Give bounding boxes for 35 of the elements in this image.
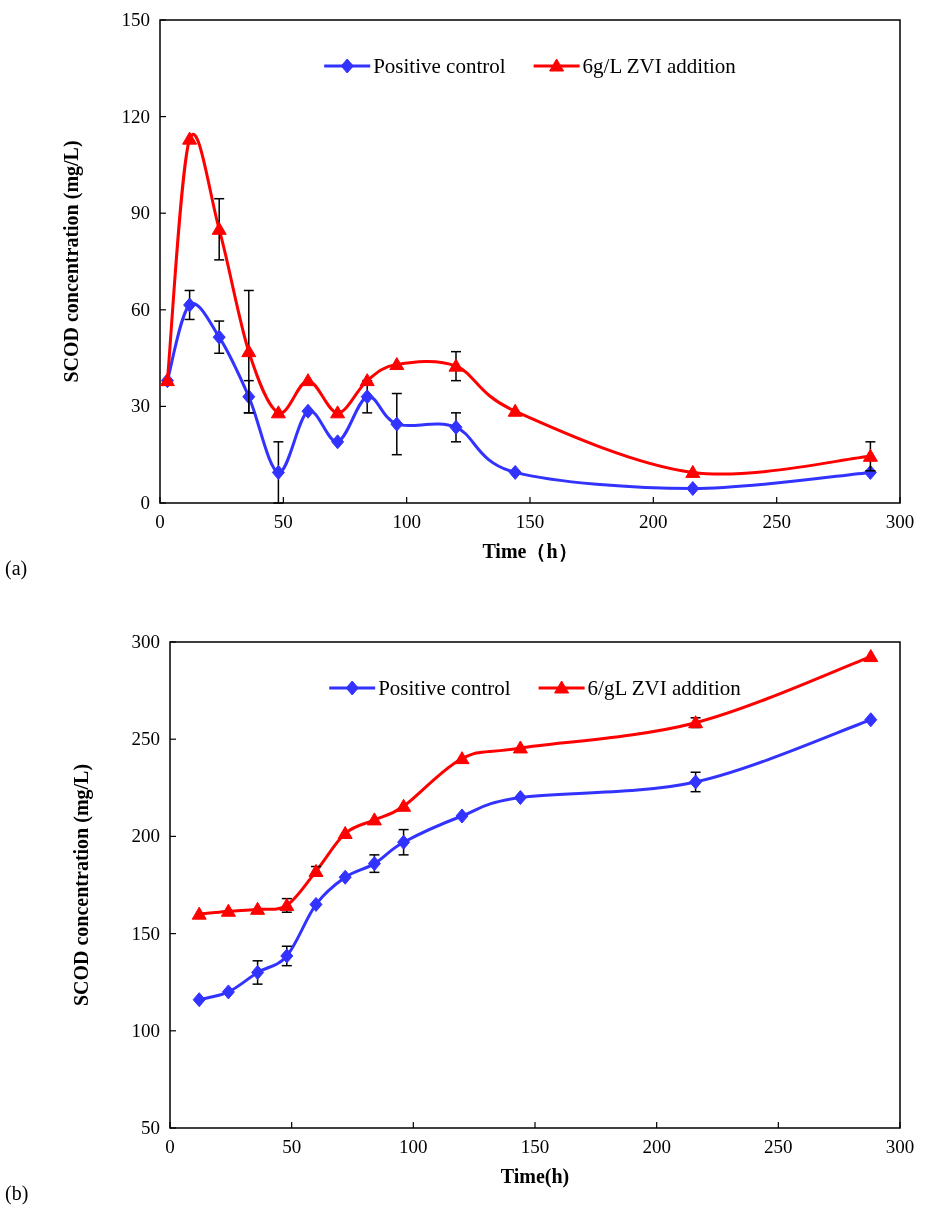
x-tick-label: 100 (392, 511, 421, 532)
x-tick-label: 50 (282, 1136, 302, 1157)
x-tick-label: 250 (764, 1136, 793, 1157)
x-tick-label: 250 (762, 511, 791, 532)
y-tick-label: 30 (131, 395, 150, 417)
y-axis-title: SCOD concentration (mg/L) (60, 140, 83, 383)
legend-label: Positive control (373, 54, 506, 78)
y-tick-label: 0 (140, 492, 150, 513)
x-tick-label: 0 (165, 1136, 175, 1157)
y-tick-label: 120 (121, 105, 150, 127)
y-tick-label: 90 (131, 202, 150, 224)
y-axis-title: SCOD concentration (mg/L) (70, 763, 93, 1007)
x-tick-label: 200 (639, 511, 668, 532)
x-tick-label: 200 (642, 1136, 671, 1157)
y-tick-label: 60 (131, 298, 150, 320)
x-tick-label: 150 (515, 511, 545, 532)
x-tick-label: 100 (399, 1136, 428, 1157)
x-axis-title: Time(h) (500, 1165, 570, 1188)
y-tick-label: 150 (121, 9, 150, 30)
y-tick-label: 50 (141, 1117, 160, 1138)
y-tick-label: 200 (131, 825, 160, 847)
y-tick-label: 100 (131, 1019, 160, 1041)
text: (a) (5, 557, 28, 580)
x-tick-label: 50 (273, 511, 293, 532)
text: (b) (5, 1182, 29, 1205)
x-tick-label: 150 (520, 1136, 550, 1157)
y-tick-label: 150 (131, 922, 160, 944)
x-tick-label: 300 (885, 511, 915, 532)
legend-label: Positive control (378, 676, 511, 700)
legend-label: 6g/L ZVI addition (582, 54, 737, 78)
legend-label: 6/gL ZVI addition (587, 676, 742, 700)
x-tick-label: 300 (885, 1136, 915, 1157)
y-tick-label: 300 (131, 631, 160, 652)
y-tick-label: 250 (131, 728, 160, 750)
x-axis-title: Time（h） (482, 540, 578, 562)
